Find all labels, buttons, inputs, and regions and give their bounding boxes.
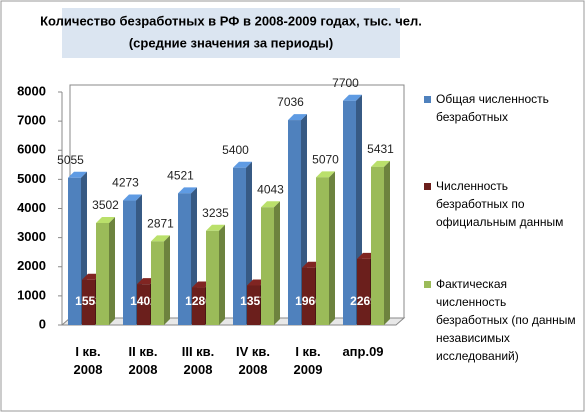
value-label: 2269 — [350, 294, 377, 308]
bar — [192, 287, 205, 325]
y-tick-label: 2000 — [17, 258, 46, 273]
bar — [96, 223, 109, 325]
y-tick-label: 6000 — [17, 142, 46, 157]
legend-label: Общая численность безработных — [436, 92, 549, 124]
bar-top — [96, 217, 115, 224]
value-label: 4273 — [112, 176, 139, 190]
x-tick-label: IV кв. 2008 — [235, 344, 270, 377]
x-tick-label: апр.09 — [342, 344, 384, 359]
chart-title: Количество безработных в РФ в 2008-2009 … — [40, 13, 422, 28]
bar — [68, 177, 81, 325]
y-tick-label: 3000 — [17, 229, 46, 244]
bar — [233, 167, 246, 325]
value-label: 3502 — [92, 198, 119, 212]
value-label: 1357 — [240, 294, 267, 308]
bar-top — [123, 194, 142, 201]
y-tick-label: 4000 — [17, 200, 46, 215]
bar — [371, 166, 384, 325]
legend-label: Фактическая численность безработных (по … — [436, 277, 576, 363]
bar — [302, 267, 315, 325]
value-label: 3235 — [202, 206, 229, 220]
bar-side — [219, 224, 225, 325]
bar-side — [274, 201, 280, 325]
legend-swatch — [424, 96, 431, 103]
bar — [137, 284, 150, 325]
value-label: 1553 — [75, 294, 102, 308]
bar — [316, 177, 329, 325]
bar-top — [343, 94, 362, 101]
bar-top — [316, 171, 335, 178]
legend-swatch — [424, 183, 431, 190]
bar — [206, 230, 219, 325]
bar — [123, 200, 136, 325]
value-label: 2871 — [147, 217, 174, 231]
bar-top — [206, 224, 225, 231]
x-tick-label: I кв. 2009 — [293, 344, 323, 377]
bar — [247, 285, 260, 325]
y-tick-label: 1000 — [17, 287, 46, 302]
bar-side — [109, 217, 115, 325]
value-label: 1402 — [130, 294, 157, 308]
bar — [82, 279, 95, 325]
x-tick-label: II кв. 2008 — [128, 344, 158, 377]
bar-top — [371, 160, 390, 167]
bar-side — [384, 160, 390, 325]
bar — [288, 120, 301, 325]
title-box — [62, 8, 400, 58]
bar-top — [233, 161, 252, 168]
value-label: 4043 — [257, 182, 284, 196]
bar-side — [164, 235, 170, 325]
bar-top — [288, 114, 307, 121]
value-label: 7700 — [332, 76, 359, 90]
bar-top — [261, 201, 280, 208]
chart-subtitle: (средние значения за периоды) — [129, 35, 333, 50]
bar — [178, 193, 191, 325]
value-label: 5431 — [367, 142, 394, 156]
x-tick-label: III кв. 2008 — [181, 344, 215, 377]
y-tick-label: 5000 — [17, 171, 46, 186]
legend-label: Численность безработных по официальным д… — [436, 179, 564, 229]
bar — [151, 241, 164, 325]
value-label: 7036 — [277, 95, 304, 109]
bar-top — [151, 235, 170, 242]
value-label: 5400 — [222, 143, 249, 157]
value-label: 1966 — [295, 294, 322, 308]
value-label: 4521 — [167, 168, 194, 182]
bar-side — [329, 171, 335, 325]
y-tick-label: 0 — [39, 316, 46, 331]
bar — [357, 258, 370, 325]
y-tick-label: 8000 — [17, 83, 46, 98]
legend-swatch — [424, 281, 431, 288]
bar-top — [68, 171, 87, 178]
x-tick-label: I кв. 2008 — [73, 344, 103, 377]
y-tick-label: 7000 — [17, 113, 46, 128]
value-label: 5055 — [57, 153, 84, 167]
bar — [261, 207, 274, 325]
value-label: 5070 — [312, 153, 339, 167]
bar-top — [178, 187, 197, 194]
value-label: 1286 — [185, 294, 212, 308]
bar — [343, 100, 356, 325]
